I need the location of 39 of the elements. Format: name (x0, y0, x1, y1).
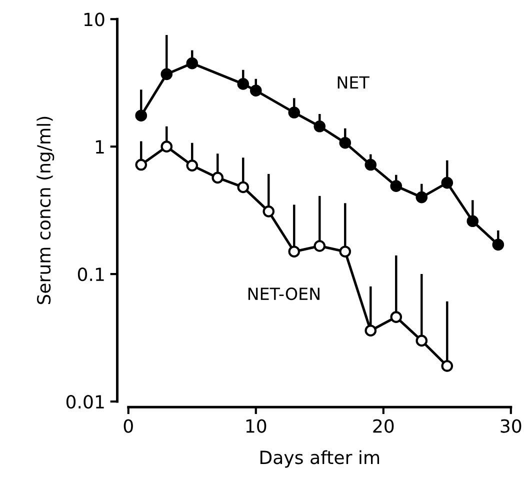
point (492, 238, 504, 251)
text: NET-OEN (248, 287, 320, 300)
point (466, 215, 479, 228)
point (339, 136, 352, 149)
point (314, 240, 326, 252)
point (364, 324, 377, 337)
x-tick-label: 20 (373, 419, 394, 433)
point (339, 246, 352, 258)
y-tick-label: 0.1 (78, 268, 104, 282)
x-tick-label: 0 (124, 419, 133, 433)
point (250, 84, 262, 96)
point (416, 334, 428, 347)
point (212, 172, 224, 184)
y-tick-label: 10 (84, 12, 104, 26)
point (441, 176, 454, 189)
x-axis-title: Days after im (260, 450, 380, 468)
point (314, 120, 326, 132)
point (135, 110, 148, 122)
point (364, 158, 377, 171)
point (160, 140, 173, 152)
text: NET (338, 76, 370, 88)
point (186, 57, 198, 70)
point (262, 206, 275, 218)
point (441, 360, 454, 372)
point (390, 311, 402, 323)
y-tick-label: 0.01 (66, 394, 104, 409)
point (416, 191, 428, 204)
point (135, 158, 148, 171)
point (288, 106, 300, 118)
point (237, 181, 250, 194)
x-tick-label: 10 (246, 419, 266, 433)
x-tick-label: 30 (500, 419, 522, 433)
y-axis-title: Serum concn (ng/ml) (36, 116, 54, 304)
point (390, 180, 402, 192)
y-tick-label: 1 (96, 140, 104, 154)
point (288, 246, 300, 258)
point (186, 160, 198, 172)
point (237, 78, 250, 90)
point (160, 68, 173, 80)
